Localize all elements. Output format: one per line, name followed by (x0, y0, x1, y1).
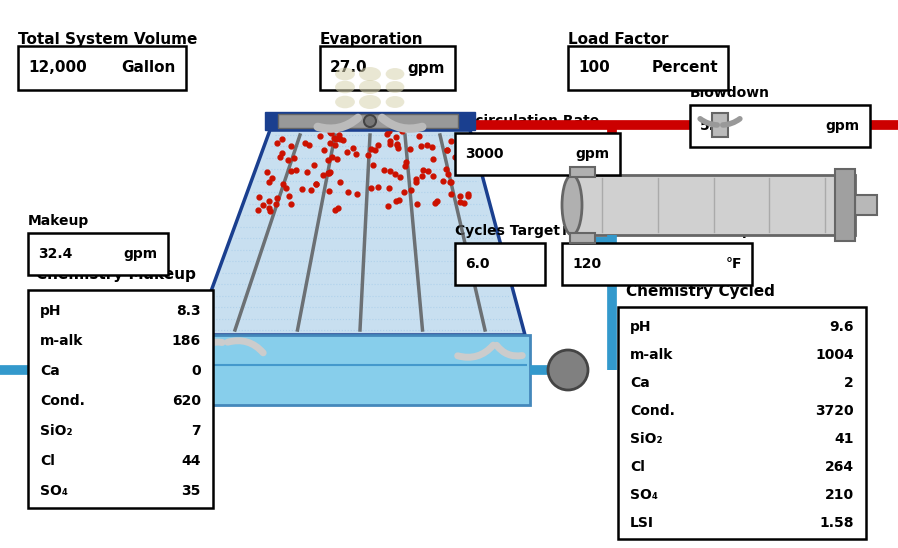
Text: Percent: Percent (651, 60, 718, 76)
FancyArrowPatch shape (382, 118, 422, 129)
Text: SO₄: SO₄ (630, 488, 658, 502)
Text: 7: 7 (191, 424, 201, 438)
Text: 186: 186 (172, 334, 201, 348)
Text: 8.3: 8.3 (176, 304, 201, 318)
Text: Blowdown: Blowdown (690, 86, 770, 100)
Text: 3720: 3720 (815, 404, 854, 418)
Text: m-alk: m-alk (630, 348, 674, 362)
Text: Cl: Cl (40, 454, 55, 468)
Bar (712, 113, 728, 137)
Text: Chemistry Cycled: Chemistry Cycled (626, 284, 775, 299)
Bar (265, 112, 475, 130)
Bar (28, 233, 168, 275)
Text: Ca: Ca (630, 376, 650, 390)
Bar (18, 46, 186, 90)
Text: Recirculation Rate: Recirculation Rate (455, 114, 599, 128)
Bar (455, 243, 545, 285)
Bar (28, 290, 213, 508)
Text: Chemistry Makeup: Chemistry Makeup (36, 267, 196, 282)
Ellipse shape (335, 96, 355, 109)
Text: pH: pH (40, 304, 61, 318)
Text: Gallon: Gallon (121, 60, 176, 76)
Ellipse shape (359, 95, 381, 109)
Text: Evaporation: Evaporation (320, 32, 424, 47)
FancyArrowPatch shape (723, 119, 740, 125)
Bar (320, 46, 455, 90)
Text: °F: °F (726, 257, 742, 271)
Text: 9.6: 9.6 (830, 320, 854, 334)
Text: LSI: LSI (630, 516, 654, 530)
Bar (618, 307, 866, 539)
FancyArrowPatch shape (318, 118, 358, 129)
Text: 264: 264 (825, 460, 854, 474)
Text: 1004: 1004 (815, 348, 854, 362)
Ellipse shape (385, 96, 404, 108)
Text: 44: 44 (181, 454, 201, 468)
Text: 32.4: 32.4 (38, 247, 73, 261)
Text: 6.0: 6.0 (465, 257, 489, 271)
Bar (568, 46, 728, 90)
Text: Cond.: Cond. (630, 404, 675, 418)
Text: gpm: gpm (576, 147, 610, 161)
Ellipse shape (335, 81, 355, 93)
Circle shape (364, 115, 376, 127)
Text: Cond.: Cond. (40, 394, 85, 408)
Text: Hottest Outlet Bulk Temp: Hottest Outlet Bulk Temp (562, 225, 752, 238)
Text: Ca: Ca (40, 364, 60, 378)
Bar (562, 243, 752, 285)
Ellipse shape (335, 68, 355, 81)
Text: 27.0: 27.0 (330, 60, 367, 76)
Ellipse shape (562, 175, 582, 235)
Text: 12,000: 12,000 (28, 60, 87, 76)
Bar (690, 105, 870, 147)
Text: Cl: Cl (630, 460, 645, 474)
Circle shape (548, 350, 588, 390)
Text: 3000: 3000 (465, 147, 504, 161)
Ellipse shape (385, 81, 404, 93)
Text: Cycles Target: Cycles Target (455, 224, 560, 238)
Bar (570, 233, 595, 243)
Bar (855, 195, 877, 215)
Text: 5.4: 5.4 (700, 119, 725, 133)
FancyArrowPatch shape (497, 345, 523, 356)
Text: Makeup: Makeup (28, 214, 89, 228)
Text: 1.58: 1.58 (820, 516, 854, 530)
Text: SiO₂: SiO₂ (40, 424, 73, 438)
Bar (570, 167, 595, 177)
Text: 620: 620 (172, 394, 201, 408)
Ellipse shape (359, 67, 381, 81)
Text: 210: 210 (825, 488, 854, 502)
Text: 41: 41 (834, 432, 854, 446)
Text: 100: 100 (578, 60, 610, 76)
Text: SO₄: SO₄ (40, 484, 68, 498)
Text: gpm: gpm (408, 60, 445, 76)
Text: 120: 120 (572, 257, 601, 271)
Text: gpm: gpm (826, 119, 860, 133)
Bar (455, 133, 620, 175)
Text: 0: 0 (191, 364, 201, 378)
Text: SiO₂: SiO₂ (630, 432, 663, 446)
Text: gpm: gpm (124, 247, 158, 261)
Text: Total System Volume: Total System Volume (18, 32, 198, 47)
Ellipse shape (385, 68, 404, 80)
FancyArrowPatch shape (197, 342, 223, 353)
Bar (835, 169, 855, 241)
FancyArrowPatch shape (700, 119, 718, 125)
Polygon shape (195, 130, 525, 335)
Text: Load Factor: Load Factor (568, 32, 668, 47)
Bar (572, 175, 855, 235)
FancyArrowPatch shape (228, 341, 263, 353)
Bar (278, 114, 458, 128)
Text: m-alk: m-alk (40, 334, 84, 348)
Text: 2: 2 (844, 376, 854, 390)
Text: pH: pH (630, 320, 652, 334)
Ellipse shape (359, 80, 381, 94)
Text: 35: 35 (181, 484, 201, 498)
FancyArrowPatch shape (458, 345, 493, 357)
Bar (190, 335, 530, 405)
